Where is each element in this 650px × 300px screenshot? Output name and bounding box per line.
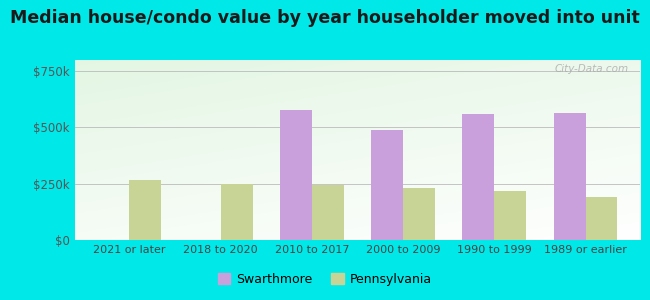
- Legend: Swarthmore, Pennsylvania: Swarthmore, Pennsylvania: [213, 268, 437, 291]
- Bar: [371, 130, 403, 240]
- Bar: [586, 196, 617, 240]
- Text: City-Data.com: City-Data.com: [555, 64, 629, 74]
- Bar: [494, 190, 526, 240]
- Bar: [280, 110, 312, 240]
- Bar: [462, 114, 494, 240]
- Bar: [554, 113, 586, 240]
- Bar: [312, 185, 344, 240]
- Text: Median house/condo value by year householder moved into unit: Median house/condo value by year househo…: [10, 9, 640, 27]
- Bar: [221, 184, 253, 240]
- Bar: [129, 180, 161, 240]
- Bar: [403, 188, 435, 240]
